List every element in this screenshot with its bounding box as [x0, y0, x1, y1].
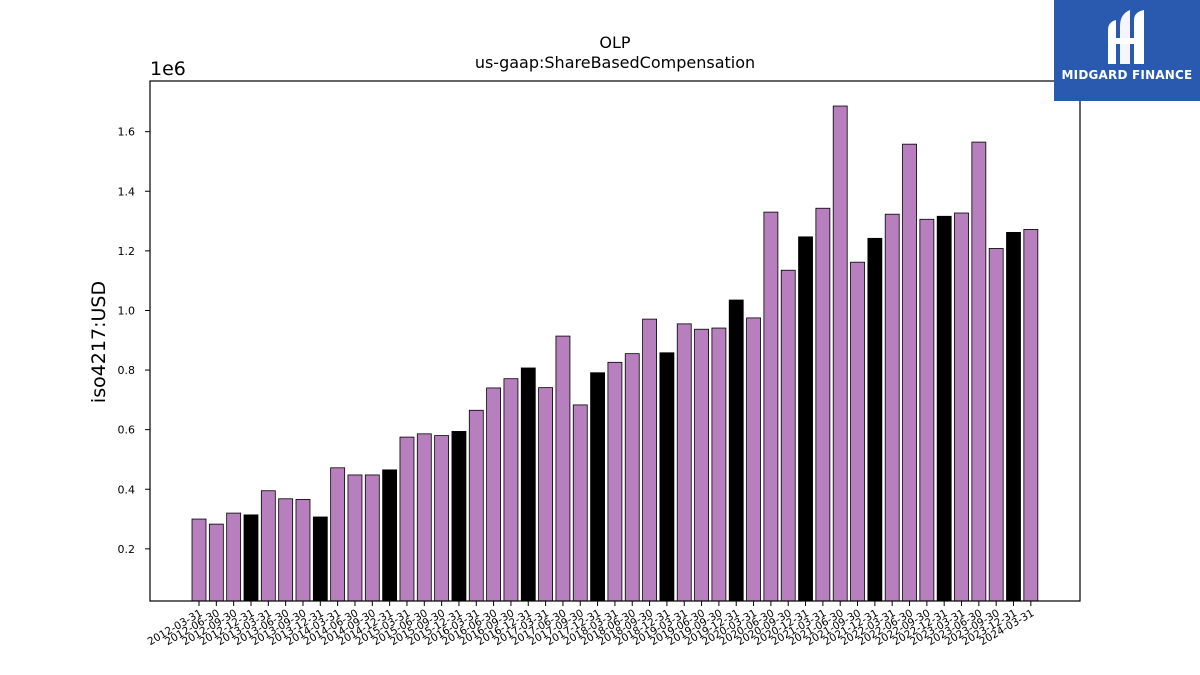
bar-2013-06-30	[278, 498, 294, 602]
y-ticks-group: 0.2 0.4 0.6 0.8 1.0 1.2 1.4 1.6	[118, 126, 150, 556]
bar-2017-09-30	[572, 404, 588, 602]
chart-title: OLP	[599, 33, 631, 52]
bar-2015-09-30	[434, 435, 450, 602]
bar-2012-09-30	[226, 512, 242, 602]
bar-2015-06-30	[416, 433, 432, 602]
bar-2019-03-31	[676, 323, 692, 602]
bar-2014-12-31	[382, 469, 398, 602]
bar-2012-06-30	[208, 523, 224, 602]
plot-frame	[149, 80, 1081, 602]
y-tick-label: 1.6	[118, 126, 136, 139]
y-tick-label: 1.4	[118, 185, 136, 198]
bar-2013-12-31	[312, 516, 328, 602]
bar-2013-09-30	[295, 498, 311, 602]
bar-2023-03-31	[954, 212, 969, 602]
bar-2018-12-31	[659, 352, 675, 602]
y-tick-label: 0.8	[118, 364, 136, 377]
bar-2017-06-30	[555, 335, 571, 602]
bar-2023-09-30	[988, 248, 1004, 602]
bar-2015-12-31	[451, 431, 467, 602]
x-ticks-group: 2012-03-312012-06-302012-09-302012-12-31…	[146, 601, 1036, 648]
bar-2022-09-30	[919, 218, 935, 602]
bar-2016-06-30	[486, 387, 502, 602]
bar-2015-03-31	[399, 436, 415, 602]
bar-2017-12-31	[590, 372, 605, 602]
y-tick-label: 0.2	[118, 543, 136, 556]
brand-name: MIDGARD FINANCE	[1061, 68, 1193, 82]
midgard-m-logo-icon	[1108, 10, 1144, 64]
bar-2019-09-30	[711, 327, 727, 602]
bar-2021-09-30	[850, 261, 865, 602]
bar-2017-03-31	[538, 387, 553, 602]
bar-2012-12-31	[243, 514, 259, 602]
bar-2020-03-31	[746, 317, 761, 602]
bar-2022-03-31	[884, 213, 900, 602]
y-scale-label: 1e6	[150, 58, 186, 80]
bar-2021-06-30	[832, 105, 848, 602]
bar-2022-12-31	[936, 215, 952, 602]
y-axis-label: iso4217:USD	[88, 281, 110, 403]
bar-2021-03-31	[815, 207, 831, 602]
bar-2020-09-30	[780, 269, 796, 602]
brand-logo: MIDGARD FINANCE	[1054, 0, 1200, 101]
bar-2016-03-31	[468, 409, 484, 602]
bar-2020-06-30	[763, 211, 779, 602]
bar-2013-03-31	[260, 490, 276, 602]
bar-2023-12-31	[1006, 231, 1021, 602]
y-tick-label: 1.2	[118, 245, 136, 258]
bar-2012-03-31	[191, 518, 207, 602]
bar-2019-12-31	[728, 299, 744, 602]
bar-2016-09-30	[503, 378, 519, 602]
bar-2024-03-31	[1023, 228, 1039, 602]
bar-2018-06-30	[624, 353, 640, 602]
y-tick-label: 0.4	[118, 483, 136, 496]
y-tick-label: 0.6	[118, 424, 136, 437]
bar-2014-09-30	[364, 474, 380, 602]
bar-2019-06-30	[694, 328, 709, 602]
bar-2016-12-31	[520, 367, 536, 602]
bar-2018-03-31	[607, 361, 623, 602]
y-tick-label: 1.0	[118, 304, 136, 317]
bar-2023-06-30	[971, 141, 987, 602]
bar-2021-12-31	[867, 237, 883, 602]
bars-group	[191, 105, 1039, 602]
chart-subtitle: us-gaap:ShareBasedCompensation	[475, 53, 755, 72]
bar-2022-06-30	[902, 143, 917, 602]
bar-2014-06-30	[347, 474, 363, 602]
bar-2014-03-31	[330, 467, 346, 602]
bar-2018-09-30	[642, 318, 657, 602]
bar-2020-12-31	[798, 236, 813, 602]
